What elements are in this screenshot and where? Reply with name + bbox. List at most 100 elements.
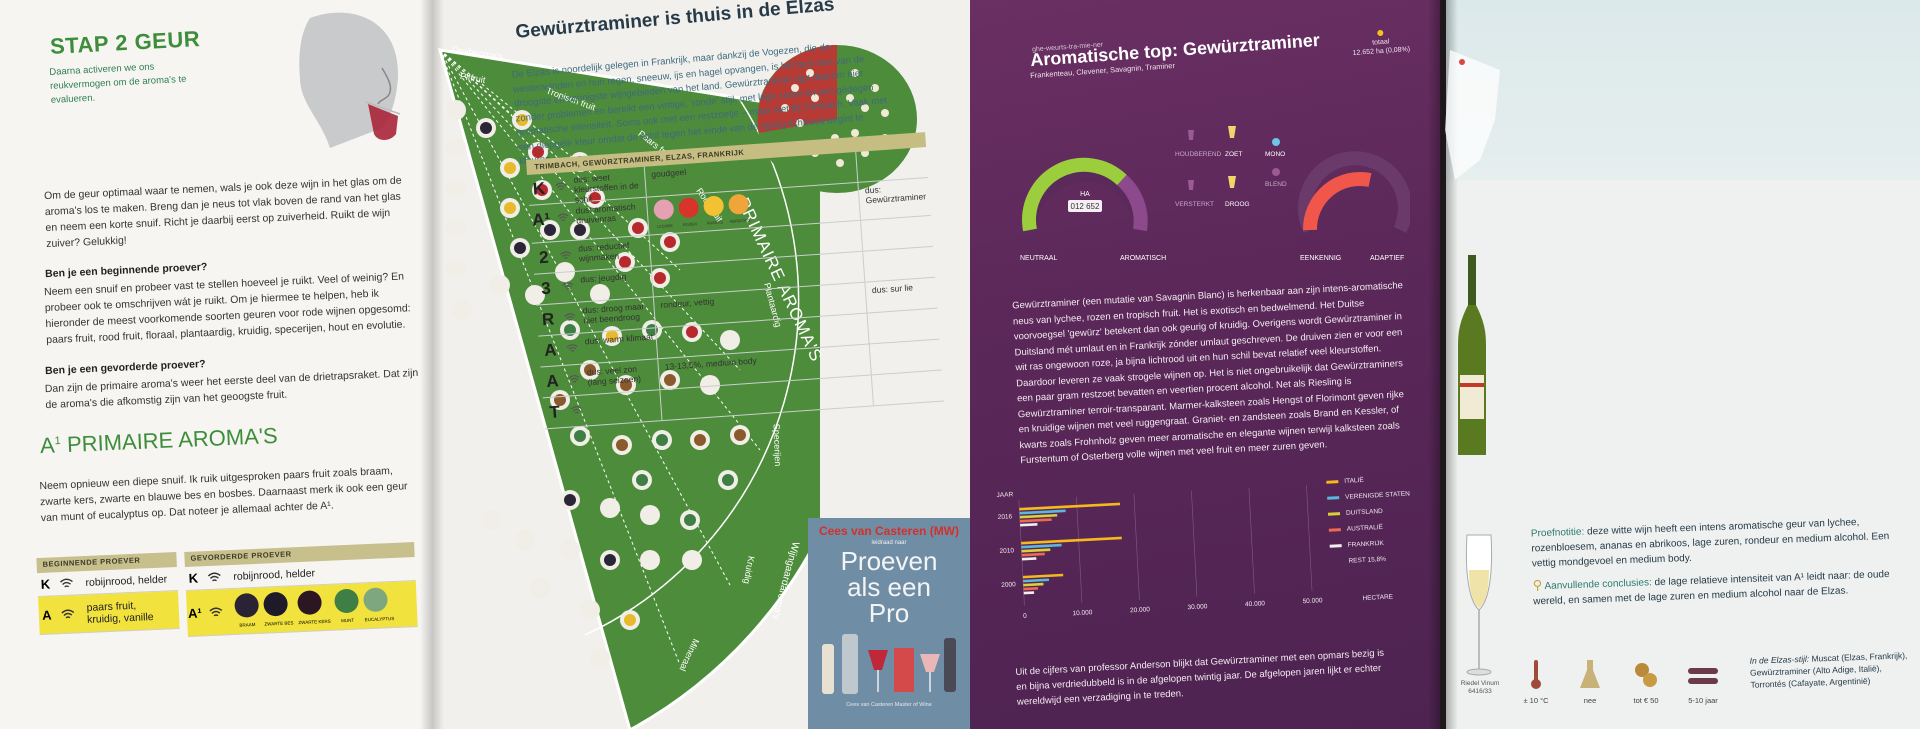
- svg-text:NEUTRAAL: NEUTRAAL: [1020, 255, 1057, 262]
- wifi-intensity-icon: [565, 395, 588, 418]
- wifi-intensity-icon: [55, 606, 82, 623]
- category-label: 2010: [999, 547, 1014, 555]
- cover-title: Proeven als een Pro: [840, 546, 938, 628]
- svg-text:AROMATISCH: AROMATISCH: [1120, 255, 1166, 262]
- svg-text:BLEND: BLEND: [1265, 181, 1287, 188]
- riedel-wine-glass: [1465, 534, 1493, 676]
- bar: [1019, 502, 1121, 511]
- x-tick-label: 10.000: [1072, 609, 1093, 617]
- svg-text:HA: HA: [1080, 191, 1090, 198]
- bar: [1021, 536, 1122, 545]
- step-intro: Daarna activeren we ons reukvermogen om …: [49, 61, 187, 106]
- gridline: [1248, 487, 1255, 594]
- table-row: K robijnrood, helder: [184, 557, 416, 592]
- mint-icon: [334, 588, 360, 614]
- row-extra: [868, 309, 940, 344]
- bar: [1019, 513, 1058, 519]
- bar: [1021, 552, 1045, 557]
- beginner-table: BEGINNENDE PROEVER K robijnrood, helder …: [36, 551, 180, 636]
- legend-swatch: [1328, 528, 1341, 532]
- row-extra: [870, 340, 942, 375]
- cover-author: Cees van Casteren (MW): [818, 524, 960, 538]
- bar: [1019, 518, 1052, 523]
- x-tick-label: 40.000: [1245, 600, 1266, 608]
- lychee-icon: [653, 198, 675, 221]
- row-extra: dus: sur lie: [871, 282, 914, 296]
- row-extra: [863, 247, 935, 282]
- row-letter: A: [545, 371, 560, 392]
- category-label: 2016: [998, 513, 1013, 521]
- alsace-style-note: In de Elzas-stijl: Muscat (Elzas, Frankr…: [1749, 650, 1908, 690]
- nose-in-glass-illustration: [299, 12, 401, 149]
- wifi-intensity-icon: [549, 172, 572, 195]
- wifi-intensity-icon: [53, 575, 80, 592]
- gridline: [1076, 496, 1083, 603]
- x-tick-label: 30.000: [1187, 603, 1208, 611]
- wifi-intensity-icon: [558, 303, 581, 326]
- wifi-intensity-icon: [560, 333, 583, 356]
- row-description: dus: reductief wijnmaken: [575, 235, 652, 271]
- blackcurrant-icon: [263, 591, 289, 617]
- row-description: dus: droog maar niet beendroog: [580, 297, 656, 333]
- row-extra: [856, 147, 928, 182]
- legend-swatch: [1327, 512, 1341, 516]
- apricot-icon: [727, 193, 750, 215]
- row-extra: [872, 371, 944, 406]
- wifi-intensity-icon: [551, 203, 574, 226]
- bar: [1021, 548, 1051, 553]
- grape-gauges: HA 012 652 NEUTRAAL AROMATISCH HOUDBEREN…: [1020, 126, 1410, 262]
- row-extra: dus: Gewürztraminer: [864, 184, 927, 206]
- x-tick-label: 20.000: [1130, 606, 1151, 614]
- legend-swatch: [1329, 544, 1342, 548]
- black-cherry-icon: [297, 589, 323, 615]
- tasting-notes: Proefnotitie: deze witte wijn heeft een …: [1531, 514, 1904, 610]
- gridline: [1306, 484, 1313, 591]
- legend-label: VERENIGDE STATEN: [1345, 490, 1410, 500]
- table-row: A paars fruit, kruidig, vanille: [38, 590, 180, 636]
- gridline: [1133, 493, 1140, 600]
- trimbach-tasting-table: TRIMBACH, GEWÜRZTRAMINER, ELZAS, FRANKRI…: [526, 132, 944, 430]
- row-letter: T: [548, 402, 561, 422]
- wifi-intensity-icon: [203, 604, 230, 621]
- row-letter: 3: [540, 278, 552, 299]
- bar: [1023, 587, 1038, 591]
- book-cover: Cees van Casteren (MW) leidraad naar Pro…: [808, 518, 970, 729]
- table-row: 2 dus: reductief wijnmaken: [531, 215, 934, 275]
- serving-icons: ± 10 °C nee tot € 50 5-10 jaar: [1508, 660, 1778, 720]
- svg-text:VERSTERKT: VERSTERKT: [1175, 201, 1214, 208]
- table-row: 3 dus: jeugdig: [534, 246, 936, 306]
- row-description: dus: aromatisch druivenras: [573, 197, 650, 240]
- hectare-total: totaal 12.652 ha (0,08%): [1351, 28, 1410, 58]
- hectare-bar-chart: 0 10.000 20.000 30.000 40.000 50.000 JAAR HECTA…: [996, 476, 1410, 620]
- legend-swatch: [1326, 480, 1339, 484]
- bar: [1023, 582, 1044, 587]
- bar: [1023, 578, 1050, 583]
- bottle-rack-icon: [1688, 668, 1718, 684]
- left-book-spread: STAP 2 GEUR Daarna activeren we ons reuk…: [0, 0, 970, 729]
- bar: [1022, 573, 1064, 579]
- svg-text:DROOG: DROOG: [1225, 201, 1250, 208]
- legend-label: ITALIË: [1344, 476, 1364, 485]
- trimbach-bottle: [1458, 255, 1486, 455]
- row-description: dus: warm klimaat: [582, 328, 659, 364]
- rose-icon: [678, 197, 700, 219]
- table-row: A¹ BRAAM ZWARTE BES ZWARTE KERS MUNT EUC…: [185, 580, 418, 637]
- grape-page: [970, 0, 1440, 729]
- row-letter: R: [541, 309, 555, 330]
- wine-glasses-illustration: [822, 634, 956, 694]
- svg-text:ADAPTIEF: ADAPTIEF: [1370, 255, 1404, 262]
- row-letter: A¹: [531, 209, 551, 230]
- row-description: dus: jeugdig: [577, 266, 654, 302]
- right-book-spread: [970, 0, 1920, 729]
- row-description: dus: veel zon (lang seizoen): [584, 359, 661, 395]
- table-row: K robijnrood, helder: [37, 566, 178, 598]
- row-letter: A: [543, 340, 558, 361]
- row-extra: [861, 216, 933, 251]
- wifi-intensity-icon: [562, 364, 585, 387]
- wifi-intensity-icon: [554, 241, 577, 264]
- blackberry-icon: [234, 592, 260, 618]
